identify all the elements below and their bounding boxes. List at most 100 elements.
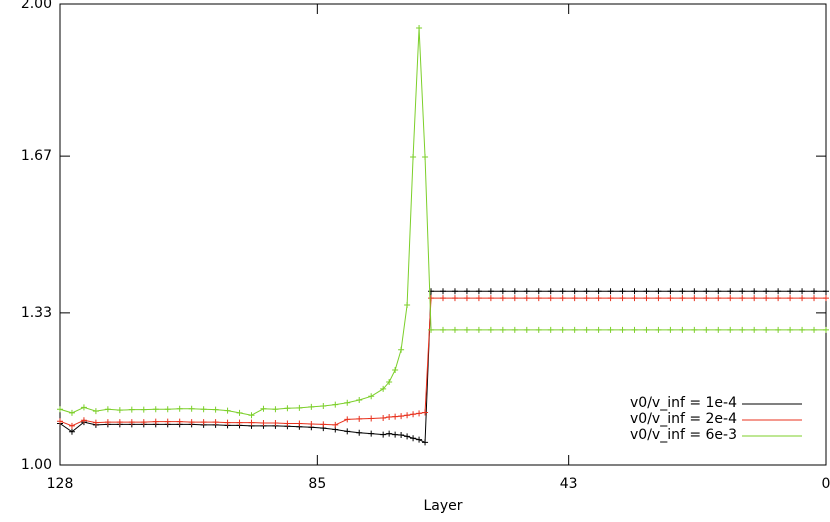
point-marker xyxy=(763,288,770,295)
point-marker xyxy=(511,288,518,295)
point-marker xyxy=(451,326,458,333)
plot-frame xyxy=(59,3,827,466)
point-marker xyxy=(739,326,746,333)
point-marker xyxy=(212,419,219,426)
point-marker xyxy=(308,403,315,410)
x-tick-label: 128 xyxy=(47,476,74,492)
series-line xyxy=(59,27,826,416)
point-marker xyxy=(559,288,566,295)
point-marker xyxy=(296,420,303,427)
point-marker xyxy=(703,295,710,302)
y-tick-label: 1.00 xyxy=(21,457,52,473)
point-marker xyxy=(715,288,722,295)
point-marker xyxy=(595,326,602,333)
point-marker xyxy=(140,419,147,426)
point-marker xyxy=(487,288,494,295)
point-marker xyxy=(583,326,590,333)
point-marker xyxy=(152,418,159,425)
point-marker xyxy=(763,295,770,302)
point-marker xyxy=(80,417,87,424)
point-marker xyxy=(595,288,602,295)
point-marker xyxy=(547,288,554,295)
y-tick-label: 2.00 xyxy=(21,0,52,12)
point-marker xyxy=(595,295,602,302)
point-marker xyxy=(344,399,351,406)
point-marker xyxy=(799,288,806,295)
point-marker xyxy=(475,288,482,295)
point-marker xyxy=(535,326,542,333)
point-marker xyxy=(236,419,243,426)
point-marker xyxy=(703,288,710,295)
point-marker xyxy=(643,295,650,302)
point-marker xyxy=(655,295,662,302)
point-marker xyxy=(655,288,662,295)
point-marker xyxy=(404,412,411,419)
legend-label: v0/v_inf = 2e-4 xyxy=(630,411,737,427)
point-marker xyxy=(499,326,506,333)
point-marker xyxy=(428,288,435,295)
point-marker xyxy=(523,326,530,333)
point-marker xyxy=(739,295,746,302)
point-marker xyxy=(422,154,429,161)
x-tick-label: 85 xyxy=(308,476,326,492)
point-marker xyxy=(583,288,590,295)
point-marker xyxy=(104,406,111,413)
point-marker xyxy=(607,326,614,333)
point-marker xyxy=(535,288,542,295)
point-marker xyxy=(57,418,63,425)
point-marker xyxy=(451,288,458,295)
point-marker xyxy=(152,406,159,413)
point-marker xyxy=(775,295,782,302)
point-marker xyxy=(583,295,590,302)
point-marker xyxy=(440,326,446,333)
point-marker xyxy=(296,404,303,411)
legend-label: v0/v_inf = 1e-4 xyxy=(630,395,737,411)
point-marker xyxy=(380,431,387,438)
point-marker xyxy=(176,418,183,425)
point-marker xyxy=(619,288,626,295)
point-marker xyxy=(224,407,231,414)
point-marker xyxy=(619,295,626,302)
point-marker xyxy=(320,421,327,428)
point-marker xyxy=(188,419,195,426)
point-marker xyxy=(571,295,578,302)
point-marker xyxy=(547,295,554,302)
point-marker xyxy=(475,295,482,302)
point-marker xyxy=(823,295,829,302)
point-marker xyxy=(416,24,423,31)
point-marker xyxy=(416,436,423,443)
legend-label: v0/v_inf = 6e-3 xyxy=(630,427,737,443)
point-marker xyxy=(799,295,806,302)
point-marker xyxy=(284,405,291,412)
point-marker xyxy=(92,408,99,415)
point-marker xyxy=(715,295,722,302)
point-marker xyxy=(667,295,674,302)
point-marker xyxy=(422,409,429,416)
point-marker xyxy=(751,288,758,295)
point-marker xyxy=(404,302,411,309)
point-marker xyxy=(751,295,758,302)
point-marker xyxy=(655,326,662,333)
point-marker xyxy=(398,413,405,420)
point-marker xyxy=(727,326,734,333)
point-marker xyxy=(499,295,506,302)
point-marker xyxy=(691,295,698,302)
point-marker xyxy=(368,393,375,400)
point-marker xyxy=(236,409,243,416)
point-marker xyxy=(451,295,458,302)
point-marker xyxy=(224,419,231,426)
point-marker xyxy=(499,288,506,295)
point-marker xyxy=(547,326,554,333)
point-marker xyxy=(260,420,267,427)
point-marker xyxy=(68,428,75,435)
y-tick-label: 1.67 xyxy=(21,148,52,164)
point-marker xyxy=(559,326,566,333)
point-marker xyxy=(607,288,614,295)
point-marker xyxy=(248,412,255,419)
point-marker xyxy=(200,419,207,426)
point-marker xyxy=(116,419,123,426)
point-marker xyxy=(164,406,171,413)
point-marker xyxy=(667,288,674,295)
point-marker xyxy=(80,404,87,411)
